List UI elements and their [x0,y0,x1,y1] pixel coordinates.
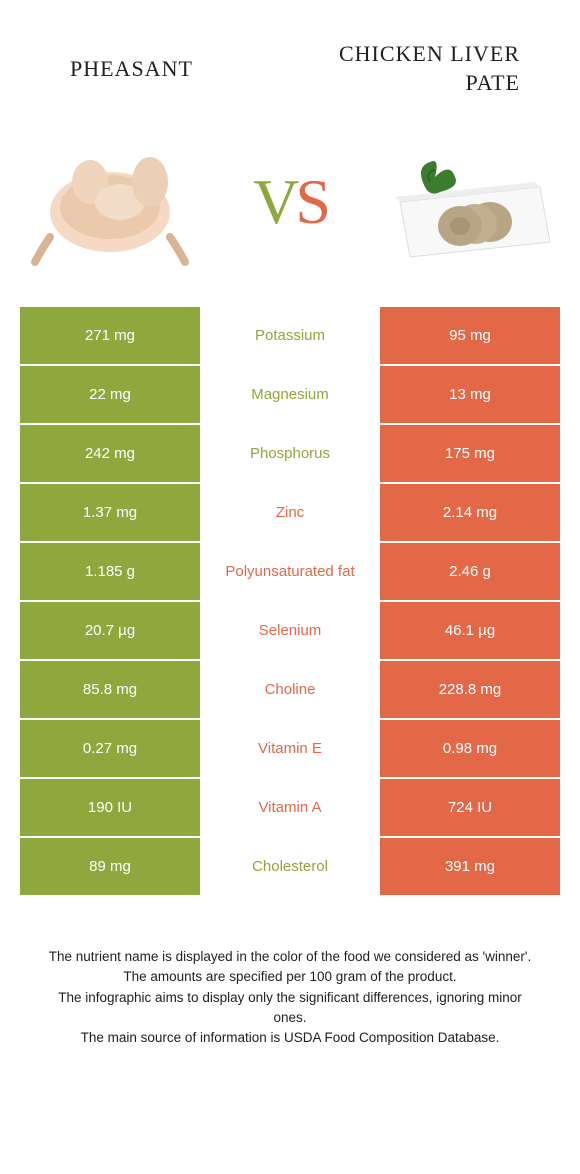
value-right: 13 mg [380,366,560,425]
value-right: 228.8 mg [380,661,560,720]
nutrient-name: Selenium [200,602,380,661]
footer-notes: The nutrient name is displayed in the co… [0,897,580,1068]
footer-line-3: The infographic aims to display only the… [40,988,540,1029]
value-left: 0.27 mg [20,720,200,779]
footer-line-1: The nutrient name is displayed in the co… [40,947,540,967]
vs-s: S [295,166,327,237]
value-right: 95 mg [380,307,560,366]
title-right: CHICKEN LIVER PATE [295,40,540,97]
value-right: 724 IU [380,779,560,838]
value-left: 1.185 g [20,543,200,602]
value-right: 391 mg [380,838,560,897]
table-row: 89 mgCholesterol391 mg [20,838,560,897]
table-row: 0.27 mgVitamin E0.98 mg [20,720,560,779]
nutrient-name: Vitamin A [200,779,380,838]
images-row: VS [0,117,580,307]
value-left: 85.8 mg [20,661,200,720]
nutrient-name: Potassium [200,307,380,366]
value-left: 1.37 mg [20,484,200,543]
nutrient-name: Choline [200,661,380,720]
value-right: 2.46 g [380,543,560,602]
title-left: PHEASANT [40,56,295,82]
value-right: 0.98 mg [380,720,560,779]
nutrient-name: Phosphorus [200,425,380,484]
value-left: 271 mg [20,307,200,366]
table-row: 1.185 gPolyunsaturated fat2.46 g [20,543,560,602]
table-row: 271 mgPotassium95 mg [20,307,560,366]
table-row: 20.7 µgSelenium46.1 µg [20,602,560,661]
table-row: 242 mgPhosphorus175 mg [20,425,560,484]
footer-line-4: The main source of information is USDA F… [40,1028,540,1048]
pheasant-image [20,127,200,277]
value-right: 175 mg [380,425,560,484]
table-row: 190 IUVitamin A724 IU [20,779,560,838]
nutrient-name: Magnesium [200,366,380,425]
vs-v: V [253,166,295,237]
value-right: 46.1 µg [380,602,560,661]
nutrient-name: Cholesterol [200,838,380,897]
pate-image [380,127,560,277]
table-row: 22 mgMagnesium13 mg [20,366,560,425]
footer-line-2: The amounts are specified per 100 gram o… [40,967,540,987]
value-left: 20.7 µg [20,602,200,661]
value-left: 89 mg [20,838,200,897]
table-row: 85.8 mgCholine228.8 mg [20,661,560,720]
table-row: 1.37 mgZinc2.14 mg [20,484,560,543]
header: PHEASANT CHICKEN LIVER PATE [0,0,580,117]
value-right: 2.14 mg [380,484,560,543]
comparison-table: 271 mgPotassium95 mg22 mgMagnesium13 mg2… [20,307,560,897]
nutrient-name: Zinc [200,484,380,543]
vs-label: VS [253,165,327,239]
value-left: 22 mg [20,366,200,425]
value-left: 242 mg [20,425,200,484]
value-left: 190 IU [20,779,200,838]
nutrient-name: Polyunsaturated fat [200,543,380,602]
nutrient-name: Vitamin E [200,720,380,779]
